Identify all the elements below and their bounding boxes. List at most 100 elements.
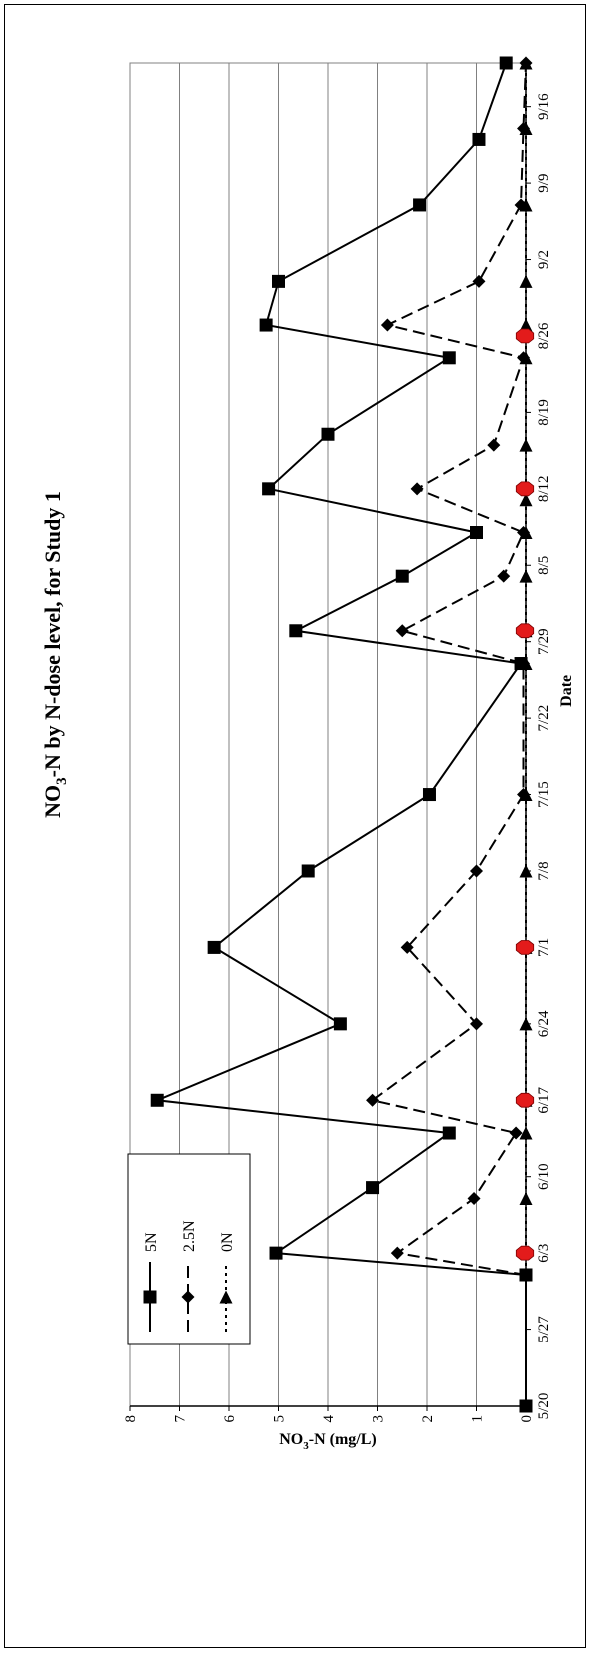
data-point-5N bbox=[499, 56, 513, 70]
data-point-2.5N bbox=[517, 122, 531, 136]
x-tick-label: 6/24 bbox=[536, 1010, 552, 1037]
data-point-5N bbox=[366, 1181, 380, 1195]
data-point-0N bbox=[519, 318, 533, 332]
data-point-0N bbox=[519, 1192, 533, 1206]
page-frame bbox=[4, 4, 586, 1648]
legend-swatch-marker bbox=[143, 1290, 157, 1304]
red-marker bbox=[515, 328, 535, 344]
legend-label: 5N bbox=[143, 1232, 160, 1252]
x-axis-title: Date bbox=[558, 675, 575, 707]
data-point-0N bbox=[519, 274, 533, 288]
x-tick-label: 7/15 bbox=[536, 781, 552, 808]
data-point-5N bbox=[422, 788, 436, 802]
data-point-2.5N bbox=[517, 526, 531, 540]
x-tick-label: 9/16 bbox=[536, 93, 552, 120]
y-tick-label: 1 bbox=[470, 1415, 486, 1423]
data-point-2.5N bbox=[472, 274, 486, 288]
y-axis-title: NO3-N (mg/L) bbox=[279, 1431, 376, 1452]
data-point-0N bbox=[519, 438, 533, 452]
x-tick-label: 9/2 bbox=[536, 250, 552, 269]
legend: 0N 2.5N 5N bbox=[127, 1153, 251, 1345]
data-point-5N bbox=[289, 624, 303, 638]
red-marker bbox=[515, 623, 535, 639]
data-point-5N bbox=[519, 1399, 533, 1413]
legend-label: 0N bbox=[219, 1232, 236, 1252]
data-point-5N bbox=[301, 864, 315, 878]
data-point-5N bbox=[442, 1126, 456, 1140]
x-tick-label: 6/17 bbox=[536, 1086, 552, 1113]
y-tick-label: 5 bbox=[272, 1415, 288, 1423]
legend-swatch-marker bbox=[181, 1290, 195, 1304]
data-point-5N bbox=[269, 1246, 283, 1260]
y-tick-label: 2 bbox=[420, 1415, 436, 1423]
data-point-2.5N bbox=[519, 56, 533, 70]
data-point-2.5N bbox=[514, 198, 528, 212]
data-point-0N bbox=[519, 493, 533, 507]
data-point-2.5N bbox=[517, 351, 531, 365]
legend-entry-5N: 5N bbox=[143, 1232, 160, 1332]
y-tick-label: 6 bbox=[222, 1415, 238, 1423]
red-marker bbox=[515, 481, 535, 497]
x-tick-label: 9/9 bbox=[536, 174, 552, 193]
legend-entry-2.5N: 2.5N bbox=[181, 1220, 198, 1332]
x-tick-label: 8/26 bbox=[536, 322, 552, 349]
data-point-2.5N bbox=[410, 482, 424, 496]
red-marker bbox=[515, 940, 535, 955]
data-point-0N bbox=[519, 1126, 533, 1140]
data-point-0N bbox=[519, 864, 533, 878]
x-tick-label: 5/27 bbox=[536, 1316, 552, 1343]
data-point-5N bbox=[470, 526, 483, 540]
legend-box bbox=[127, 1153, 251, 1345]
data-point-2.5N bbox=[517, 788, 531, 802]
data-point-5N bbox=[514, 657, 528, 671]
data-point-2.5N bbox=[487, 438, 501, 452]
y-tick-label: 3 bbox=[371, 1415, 387, 1423]
x-tick-label: 8/5 bbox=[536, 556, 552, 575]
legend-swatch-marker bbox=[219, 1290, 233, 1304]
series-layer bbox=[150, 56, 535, 1413]
legend-label: 2.5N bbox=[181, 1220, 198, 1252]
data-point-0N bbox=[519, 569, 533, 583]
data-point-5N bbox=[413, 198, 427, 212]
series-line-5N bbox=[153, 62, 527, 1406]
data-point-2.5N bbox=[470, 864, 483, 878]
red-marker bbox=[515, 1245, 535, 1261]
y-tick-label: 4 bbox=[321, 1415, 337, 1423]
data-point-2.5N bbox=[380, 318, 394, 332]
data-point-5N bbox=[262, 482, 276, 496]
data-point-5N bbox=[442, 351, 456, 365]
red-marker bbox=[515, 1092, 535, 1108]
y-tick-label: 0 bbox=[519, 1415, 535, 1423]
x-tick-label: 8/19 bbox=[536, 399, 552, 426]
chart-title: NO3-N by N-dose level, for Study 1 bbox=[40, 491, 70, 818]
data-point-5N bbox=[333, 1017, 347, 1031]
x-tick-label: 5/20 bbox=[536, 1393, 552, 1420]
series-line-2.5N bbox=[370, 62, 527, 1276]
data-point-2.5N bbox=[400, 940, 414, 954]
x-tick-label: 7/8 bbox=[536, 861, 552, 880]
data-point-2.5N bbox=[497, 569, 511, 583]
data-point-5N bbox=[259, 318, 273, 332]
x-tick-label: 7/29 bbox=[536, 628, 552, 655]
x-tick-label: 7/22 bbox=[536, 705, 552, 732]
data-point-5N bbox=[395, 569, 409, 583]
legend-entry-0N: 0N bbox=[219, 1232, 236, 1332]
data-point-5N bbox=[321, 427, 335, 441]
data-point-5N bbox=[207, 940, 221, 954]
x-tick-label: 6/3 bbox=[536, 1244, 552, 1263]
data-point-5N bbox=[472, 132, 486, 146]
data-point-2.5N bbox=[470, 1017, 483, 1031]
y-tick-label: 8 bbox=[123, 1415, 139, 1423]
data-point-0N bbox=[519, 1017, 533, 1031]
data-point-5N bbox=[519, 1268, 533, 1282]
data-point-5N bbox=[272, 274, 285, 288]
red-markers bbox=[515, 328, 535, 1261]
y-tick-label: 7 bbox=[173, 1415, 189, 1423]
x-tick-label: 6/10 bbox=[536, 1163, 552, 1190]
series-5N bbox=[150, 56, 533, 1413]
data-point-5N bbox=[150, 1093, 164, 1107]
x-tick-label: 7/1 bbox=[536, 938, 552, 957]
data-point-2.5N bbox=[395, 624, 409, 638]
x-tick-label: 8/12 bbox=[536, 475, 552, 502]
